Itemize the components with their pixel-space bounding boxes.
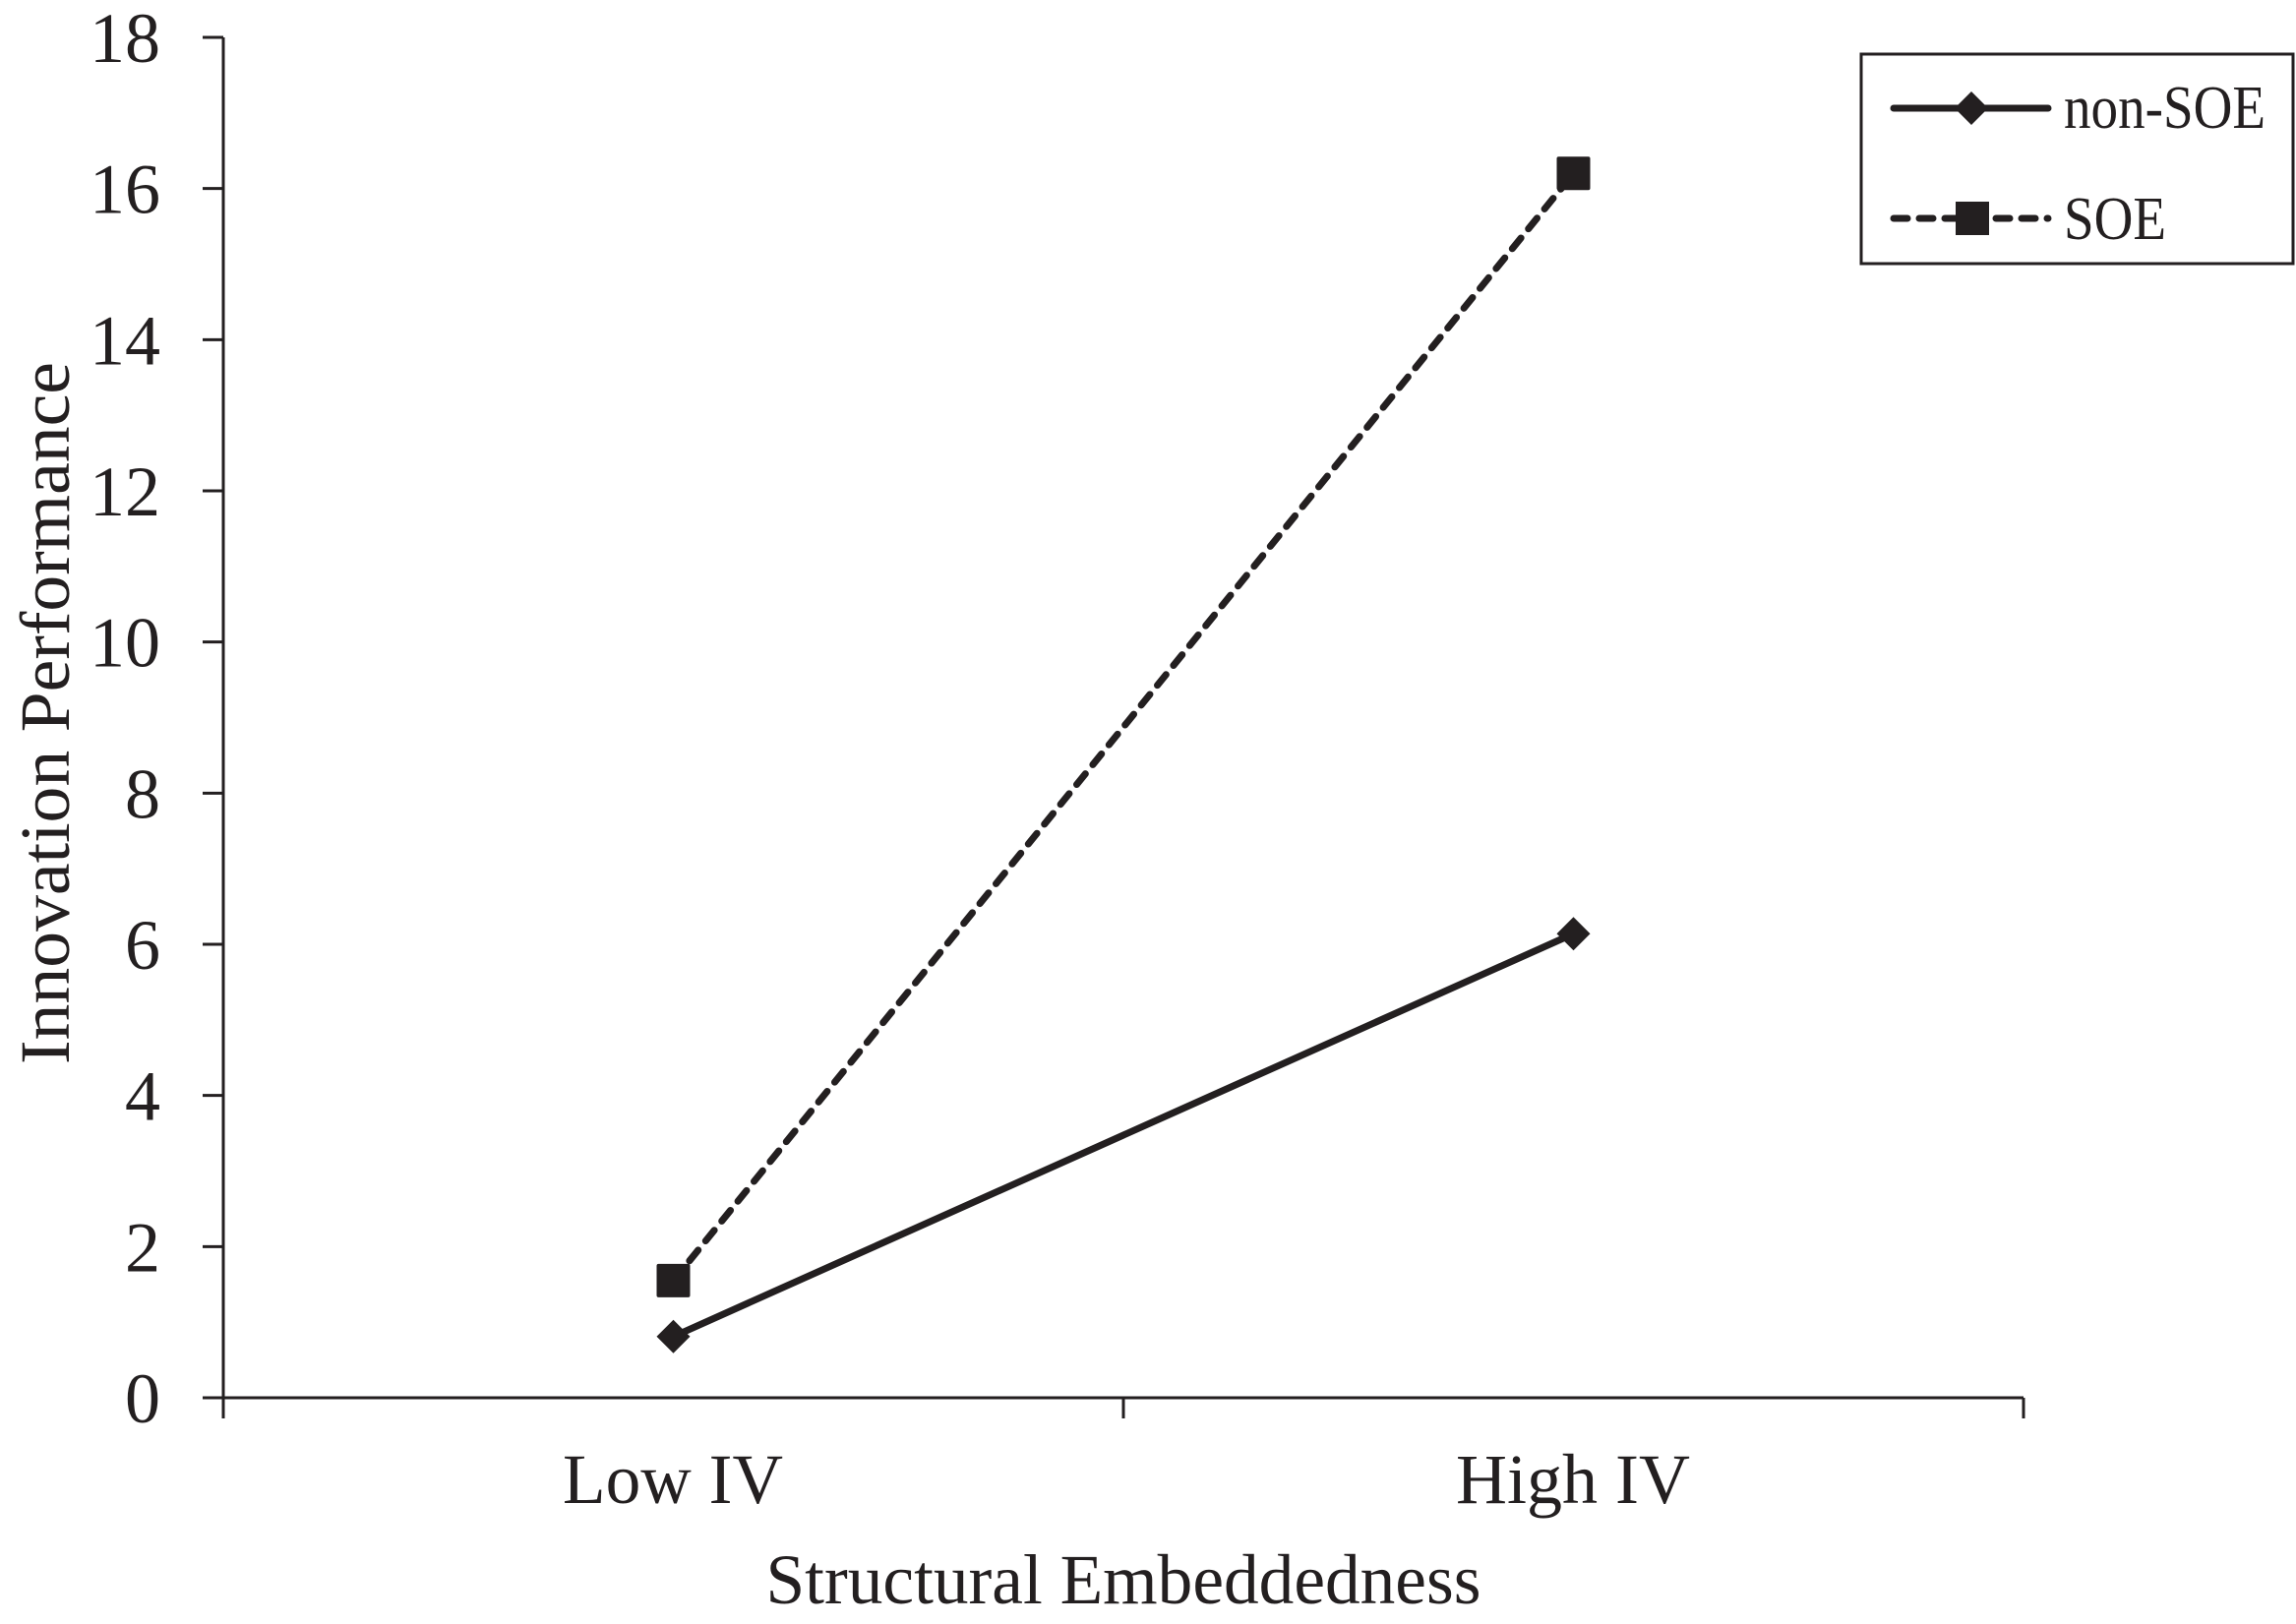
y-tick-label: 18 — [90, 0, 160, 78]
diamond-icon — [1556, 917, 1591, 951]
series-line — [670, 930, 1577, 1341]
y-axis-tick-labels: 0 2 4 6 8 10 12 14 16 18 — [90, 0, 160, 1438]
y-tick-label: 2 — [125, 1208, 160, 1287]
series-non-soe — [656, 917, 1591, 1353]
square-icon — [1556, 156, 1591, 191]
x-axis-title: Structural Embeddedness — [766, 1540, 1481, 1619]
plot-area — [656, 156, 1591, 1353]
y-axis-ticks — [203, 35, 223, 1400]
square-icon — [1956, 202, 1989, 235]
x-axis — [203, 1396, 2025, 1418]
legend-item-non-soe: non-SOE — [1890, 75, 2266, 142]
series-soe — [656, 156, 1591, 1297]
legend-label-soe: SOE — [2064, 186, 2166, 253]
y-tick-label: 0 — [125, 1359, 160, 1438]
y-tick-label: 6 — [125, 906, 160, 985]
y-axis — [203, 35, 225, 1418]
y-tick-label: 8 — [125, 754, 160, 833]
y-tick-label: 14 — [90, 301, 160, 380]
y-tick-label: 10 — [90, 604, 160, 683]
legend-item-soe: SOE — [1890, 186, 2166, 253]
square-icon — [656, 1263, 691, 1297]
legend: non-SOE SOE — [1859, 52, 2295, 266]
y-tick-label: 16 — [90, 150, 160, 229]
series-line — [670, 169, 1577, 1285]
diamond-icon — [1955, 91, 1988, 125]
x-tick-label-low: Low IV — [563, 1440, 783, 1519]
diamond-icon — [656, 1319, 691, 1353]
y-tick-label: 4 — [125, 1057, 160, 1136]
y-tick-label: 12 — [90, 452, 160, 531]
x-tick-label-high: High IV — [1456, 1440, 1690, 1519]
y-axis-title: Innovation Performance — [6, 362, 85, 1064]
legend-label-non-soe: non-SOE — [2064, 75, 2266, 142]
